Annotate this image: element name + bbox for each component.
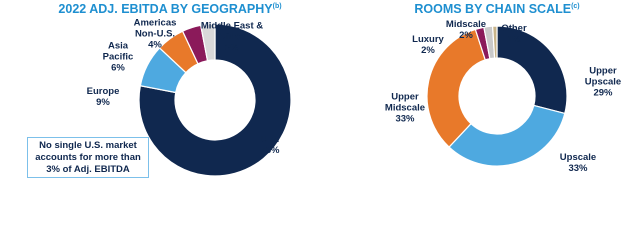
slice-value: 9% <box>96 97 110 108</box>
slice-name: Midscale <box>445 19 487 30</box>
title-text: ROOMS BY CHAIN SCALE <box>414 2 572 16</box>
donut-slice <box>200 23 216 62</box>
page: No single U.S. market accounts for more … <box>27 2 628 178</box>
chart-title: 2022 ADJ. EBITDA BY GEOGRAPHY(b) <box>58 2 281 16</box>
title-text: 2022 ADJ. EBITDA BY GEOGRAPHY <box>58 2 273 16</box>
slice-name: Luxury <box>412 34 444 45</box>
slice-name: Asia Pacific <box>102 40 134 63</box>
slice-name: U.S. <box>260 134 280 145</box>
slice-name: Upper Midscale <box>384 91 426 114</box>
slice-label: Upscale 33% <box>553 152 603 174</box>
slice-label: U.S. 78% <box>250 134 290 156</box>
slice-label: Asia Pacific 6% <box>98 41 138 74</box>
slice-value: 29% <box>593 87 613 99</box>
annotation: No single U.S. market accounts for more … <box>27 137 149 178</box>
slice-name: Upscale <box>559 152 597 163</box>
slice-value: 78% <box>260 145 280 156</box>
slice-value: 33% <box>568 163 588 174</box>
charts <box>138 23 568 177</box>
slice-label: Midscale 2% <box>441 19 491 41</box>
donut-slice <box>491 25 498 59</box>
slice-label: Other 1% <box>494 23 534 45</box>
slice-label: Europe 9% <box>83 86 123 108</box>
slice-label: Middle East & Africa 3% <box>192 21 272 54</box>
slice-value: 2% <box>421 45 435 56</box>
slice-name: Europe <box>86 86 120 97</box>
slice-value: 3% <box>225 42 239 54</box>
slice-name: Americas Non-U.S. <box>133 17 177 40</box>
slice-name: Upper Upscale <box>584 65 622 88</box>
slice-value: 6% <box>111 62 125 74</box>
donut-slice <box>426 28 487 148</box>
donut-slice <box>138 23 292 177</box>
donut-slice <box>496 25 568 115</box>
slice-label: Americas Non-U.S. 4% <box>124 18 186 51</box>
slice-label: Luxury 2% <box>408 34 448 56</box>
slice-value: 33% <box>395 113 415 125</box>
slice-value: 4% <box>148 39 162 51</box>
slice-name: Middle East & Africa <box>200 20 264 43</box>
title-note: (c) <box>571 2 580 10</box>
title-note: (b) <box>272 2 282 10</box>
slice-label: Upper Midscale 33% <box>374 92 436 125</box>
donut-slice <box>448 104 566 167</box>
chart-title: ROOMS BY CHAIN SCALE(c) <box>414 2 579 16</box>
slice-name: Other <box>501 23 527 34</box>
slice-value: 1% <box>507 34 521 45</box>
slice-value: 2% <box>459 30 473 41</box>
slice-label: Upper Upscale 29% <box>578 66 628 99</box>
